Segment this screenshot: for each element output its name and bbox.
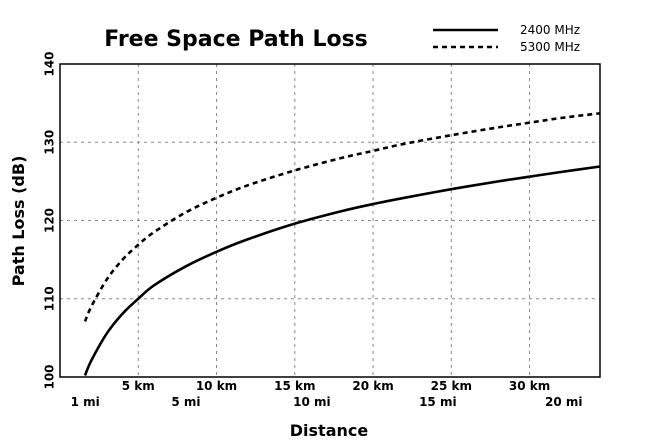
y-tick-label: 110 (43, 286, 57, 311)
x-tick-label-mi: 15 mi (419, 395, 457, 409)
x-tick-label-mi: 10 mi (293, 395, 331, 409)
legend-label: 5300 MHz (520, 40, 580, 54)
x-tick-label-km: 5 km (122, 379, 155, 393)
series-layer (83, 112, 601, 376)
y-tick-label: 130 (43, 130, 57, 155)
x-tick-label-km: 10 km (196, 379, 237, 393)
x-tick-label-km: 30 km (509, 379, 550, 393)
x-tick-label-km: 15 km (274, 379, 315, 393)
grid-lines (60, 64, 600, 377)
x-tick-label-mi: 5 mi (171, 395, 200, 409)
x-axis-label: Distance (290, 421, 369, 440)
y-axis-label: Path Loss (dB) (9, 156, 28, 287)
y-tick-label: 140 (43, 51, 57, 76)
y-axis-ticks: 100 110 120 130 140 (43, 51, 57, 389)
x-tick-label-mi: 1 mi (71, 395, 100, 409)
x-axis-ticks: 5 km 10 km 15 km 20 km 25 km 30 km 1 mi 5 mi 10 … (71, 379, 583, 409)
legend-label: 2400 MHz (520, 23, 580, 37)
series-line-solid (83, 165, 601, 376)
x-tick-label-mi: 20 mi (545, 395, 583, 409)
y-tick-label: 120 (43, 208, 57, 233)
chart-title: Free Space Path Loss (104, 27, 368, 52)
y-tick-label: 100 (43, 364, 57, 389)
legend: 2400 MHz 5300 MHz (433, 23, 580, 54)
x-tick-label-km: 25 km (431, 379, 472, 393)
x-tick-label-km: 20 km (352, 379, 393, 393)
plot-frame (59, 63, 601, 378)
series-line-dashed (83, 112, 601, 322)
